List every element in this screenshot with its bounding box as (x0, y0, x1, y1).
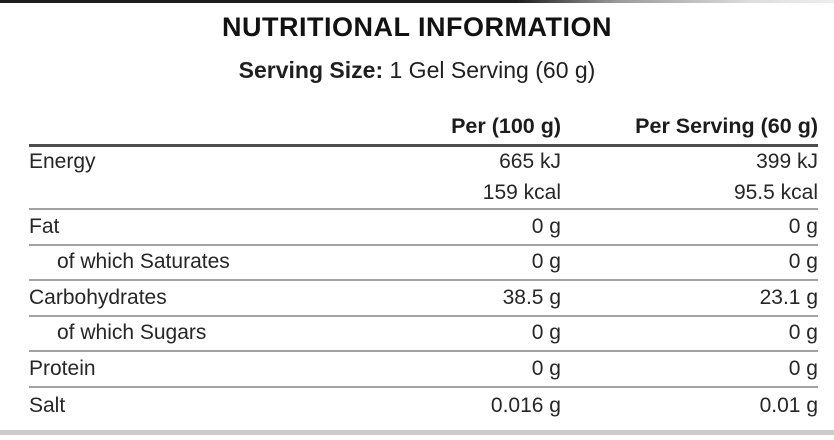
top-edge-line (0, 0, 834, 3)
table-row: of which Sugars 0 g 0 g (29, 315, 818, 352)
per-serving-value: 0 g (561, 209, 818, 246)
per-serving-value: 0 g (561, 315, 818, 352)
page-title: NUTRITIONAL INFORMATION (222, 12, 612, 42)
nutrient-name: Fat (29, 209, 424, 246)
table-row: Fat 0 g 0 g (29, 209, 818, 246)
serving-size-line: Serving Size: 1 Gel Serving (60 g) (0, 57, 834, 84)
per-100g-value: 0 g (424, 209, 561, 246)
table-row: Salt 0.016 g 0.01 g (29, 387, 818, 425)
per-100g-value: 38.5 g (424, 280, 561, 317)
per-100g-value: 0 g (424, 244, 561, 281)
table-row: Carbohydrates 38.5 g 23.1 g (29, 280, 818, 317)
per-100g-value: 0 g (424, 351, 561, 388)
nutrient-name: Protein (29, 351, 424, 388)
table-row: Protein 0 g 0 g (29, 351, 818, 388)
table-row: of which Saturates 0 g 0 g (29, 244, 818, 281)
column-header-per-100g: Per (100 g) (424, 104, 561, 147)
table-row: Energy 665 kJ 399 kJ (29, 145, 818, 177)
nutrient-name (29, 177, 424, 210)
nutrient-name: Carbohydrates (29, 280, 424, 317)
per-serving-value: 23.1 g (561, 280, 818, 317)
per-serving-value: 95.5 kcal (561, 177, 818, 210)
per-serving-value: 0 g (561, 244, 818, 281)
serving-size-label: Serving Size: (238, 57, 384, 83)
nutrition-table: Per (100 g) Per Serving (60 g) Energy 66… (29, 104, 818, 425)
table-header-row: Per (100 g) Per Serving (60 g) (29, 104, 818, 147)
per-serving-value: 0 g (561, 351, 818, 388)
per-100g-value: 0.016 g (490, 394, 561, 417)
serving-size-value: 1 Gel Serving (60 g) (389, 57, 596, 83)
nutrient-name: Energy (29, 149, 96, 173)
per-100g-value: 0 g (424, 315, 561, 352)
column-header-per-serving: Per Serving (60 g) (561, 104, 818, 147)
per-serving-value: 399 kJ (756, 149, 818, 173)
column-header-nutrient (29, 104, 424, 147)
nutrient-name: of which Sugars (29, 315, 424, 352)
per-100g-value: 159 kcal (424, 177, 561, 210)
nutrient-name: of which Saturates (29, 244, 424, 281)
bottom-edge-line (0, 430, 834, 435)
per-serving-value: 0.01 g (759, 394, 818, 417)
table-row: 159 kcal 95.5 kcal (29, 177, 818, 210)
per-100g-value: 665 kJ (499, 149, 561, 173)
nutrient-name: Salt (29, 394, 66, 417)
